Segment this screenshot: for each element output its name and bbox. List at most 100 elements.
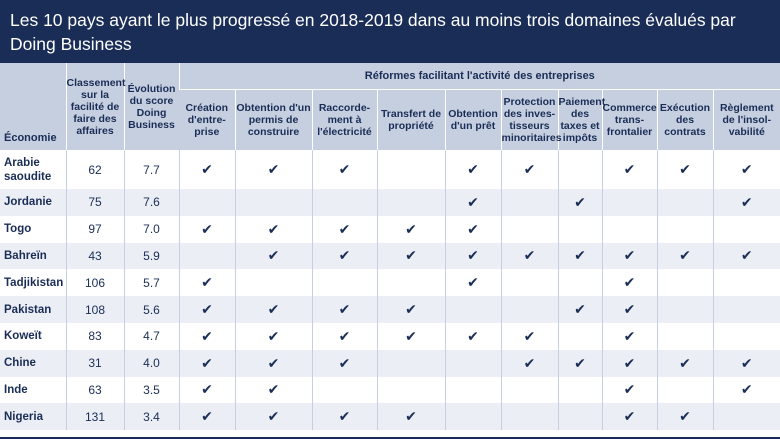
header-economy: Économie xyxy=(0,63,66,150)
empty-cell xyxy=(376,349,445,377)
checkmark-icon: ✔ xyxy=(444,242,501,270)
empty-cell xyxy=(557,215,602,243)
checkmark-icon: ✔ xyxy=(444,150,501,189)
empty-cell xyxy=(557,269,602,297)
empty-cell xyxy=(656,189,713,216)
empty-cell xyxy=(712,215,780,243)
table-row: Nigeria 131 3.4 ✔ ✔ ✔ ✔ ✔ ✔ xyxy=(0,403,780,431)
checkmark-icon: ✔ xyxy=(557,349,602,377)
header-reform: Obtention d'un prêt xyxy=(444,89,501,150)
checkmark-icon: ✔ xyxy=(444,215,501,243)
country-cell: Nigeria xyxy=(0,403,66,431)
empty-cell xyxy=(311,269,377,297)
checkmark-icon: ✔ xyxy=(712,349,780,377)
checkmark-icon: ✔ xyxy=(444,269,501,297)
empty-cell xyxy=(712,403,780,431)
rank-cell: 43 xyxy=(65,242,124,270)
checkmark-icon: ✔ xyxy=(712,242,780,270)
empty-cell xyxy=(376,150,445,189)
checkmark-icon: ✔ xyxy=(500,322,558,350)
empty-cell xyxy=(500,269,558,297)
checkmark-icon: ✔ xyxy=(178,376,235,404)
checkmark-icon: ✔ xyxy=(444,322,501,350)
checkmark-icon: ✔ xyxy=(234,215,312,243)
header-reform: Création d'entre-prise xyxy=(179,89,235,150)
checkmark-icon: ✔ xyxy=(444,189,501,216)
checkmark-icon: ✔ xyxy=(234,296,312,323)
empty-cell xyxy=(656,322,713,350)
empty-cell xyxy=(656,215,713,243)
country-cell: Koweït xyxy=(4,330,42,343)
checkmark-icon: ✔ xyxy=(601,150,657,189)
checkmark-icon: ✔ xyxy=(656,242,713,270)
empty-cell xyxy=(444,403,501,431)
checkmark-icon: ✔ xyxy=(601,349,657,377)
country-cell: Chine xyxy=(0,349,66,377)
checkmark-icon: ✔ xyxy=(500,242,558,270)
empty-cell xyxy=(500,376,558,404)
empty-cell xyxy=(311,376,377,404)
table-header: Économie Classement sur la facilité de f… xyxy=(0,63,780,150)
score-cell: 4.0 xyxy=(123,349,179,377)
empty-cell xyxy=(500,403,558,431)
table-row: Jordanie 75 7.6 ✔ ✔ ✔ xyxy=(0,189,780,216)
empty-cell xyxy=(712,322,780,350)
table-body: Arabie saoudite 62 7.7 ✔ ✔ ✔ ✔ ✔ ✔ ✔ ✔ Jordanie 75 7.… xyxy=(0,150,780,431)
empty-cell xyxy=(500,296,558,323)
score-cell: 5.6 xyxy=(123,296,179,323)
checkmark-icon: ✔ xyxy=(178,150,235,189)
checkmark-icon: ✔ xyxy=(234,349,312,377)
header-reform: Raccorde-ment à l'électricité xyxy=(311,89,377,150)
checkmark-icon: ✔ xyxy=(376,296,445,323)
empty-cell xyxy=(557,150,602,189)
checkmark-icon: ✔ xyxy=(311,242,377,270)
score-cell: 7.0 xyxy=(123,215,179,243)
empty-cell xyxy=(444,296,501,323)
checkmark-icon: ✔ xyxy=(311,150,377,189)
empty-cell xyxy=(557,322,602,350)
checkmark-icon: ✔ xyxy=(656,349,713,377)
country-cell: Inde xyxy=(4,383,28,396)
checkmark-icon: ✔ xyxy=(712,189,780,216)
table-row: Arabie saoudite 62 7.7 ✔ ✔ ✔ ✔ ✔ ✔ ✔ ✔ xyxy=(0,150,780,189)
header-reform: Règlement de l'insol-vabilité xyxy=(712,89,780,150)
score-cell: 4.7 xyxy=(123,322,179,350)
empty-cell xyxy=(234,189,312,216)
empty-cell xyxy=(178,189,235,216)
empty-cell xyxy=(656,296,713,323)
checkmark-icon: ✔ xyxy=(311,349,377,377)
empty-cell xyxy=(234,269,312,297)
checkmark-icon: ✔ xyxy=(601,269,657,297)
checkmark-icon: ✔ xyxy=(376,403,445,431)
empty-cell xyxy=(656,269,713,297)
empty-cell xyxy=(444,349,501,377)
rank-cell: 83 xyxy=(65,322,124,350)
country-cell: Togo xyxy=(4,223,32,236)
table-row: Inde 63 3.5 ✔ ✔ ✔ ✔ xyxy=(0,376,780,404)
empty-cell xyxy=(376,376,445,404)
checkmark-icon: ✔ xyxy=(500,150,558,189)
score-cell: 5.9 xyxy=(123,242,179,270)
checkmark-icon: ✔ xyxy=(178,296,235,323)
header-reform: Exécution des contrats xyxy=(656,89,713,150)
checkmark-icon: ✔ xyxy=(178,215,235,243)
table-row: Tadjikistan 106 5.7 ✔ ✔ ✔ xyxy=(0,269,780,297)
rank-cell: 108 xyxy=(65,296,124,323)
checkmark-icon: ✔ xyxy=(311,215,377,243)
table-row: Koweït 83 4.7 ✔ ✔ ✔ ✔ ✔ ✔ ✔ xyxy=(0,322,780,350)
table-title: Les 10 pays ayant le plus progressé en 2… xyxy=(0,0,780,63)
empty-cell xyxy=(376,189,445,216)
checkmark-icon: ✔ xyxy=(376,322,445,350)
checkmark-icon: ✔ xyxy=(601,376,657,404)
header-reform: Transfert de propriété xyxy=(376,89,445,150)
score-cell: 7.7 xyxy=(123,150,179,189)
empty-cell xyxy=(712,296,780,323)
checkmark-icon: ✔ xyxy=(601,296,657,323)
table-row: Togo 97 7.0 ✔ ✔ ✔ ✔ ✔ xyxy=(0,215,780,243)
checkmark-icon: ✔ xyxy=(656,403,713,431)
empty-cell xyxy=(311,189,377,216)
rank-cell: 97 xyxy=(65,215,124,243)
table-row: Pakistan 108 5.6 ✔ ✔ ✔ ✔ ✔ ✔ xyxy=(0,296,780,323)
rank-cell: 62 xyxy=(65,150,124,189)
checkmark-icon: ✔ xyxy=(311,322,377,350)
